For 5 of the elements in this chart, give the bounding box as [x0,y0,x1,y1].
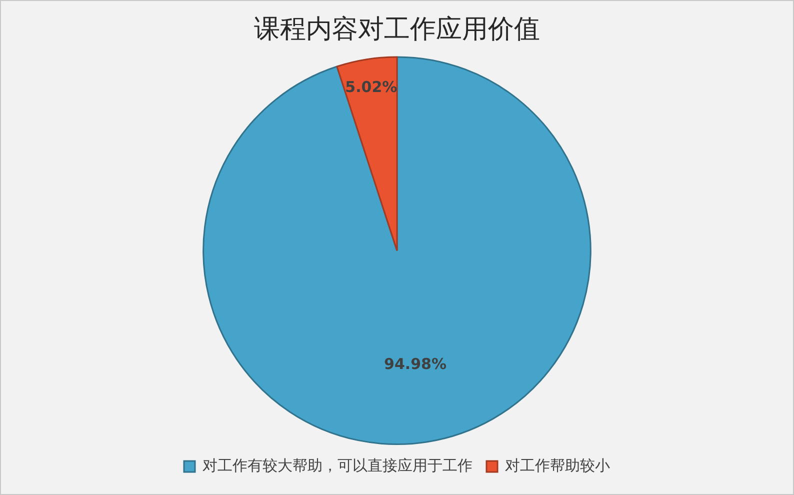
legend-label: 对工作有较大帮助，可以直接应用于工作 [202,456,472,474]
data-label: 5.02% [345,78,398,96]
chart-title: 课程内容对工作应用价值 [254,14,540,44]
legend-label: 对工作帮助较小 [505,456,610,474]
data-label: 94.98% [384,355,446,374]
